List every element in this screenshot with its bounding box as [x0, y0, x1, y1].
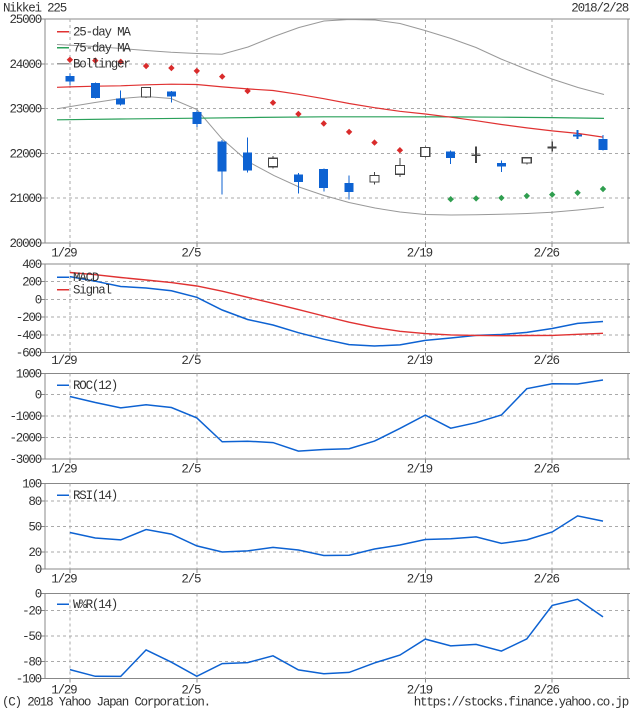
svg-text:1000: 1000	[16, 367, 42, 381]
svg-text:23000: 23000	[9, 103, 41, 117]
svg-text:2/26: 2/26	[534, 247, 560, 261]
svg-text:Bollinger: Bollinger	[73, 58, 130, 72]
svg-text:21000: 21000	[9, 192, 41, 206]
svg-text:2018/2/28: 2018/2/28	[571, 2, 628, 16]
svg-text:2/5: 2/5	[181, 683, 201, 697]
svg-text:2/19: 2/19	[407, 573, 433, 587]
svg-text:200: 200	[22, 276, 42, 290]
svg-text:1/29: 1/29	[51, 463, 77, 477]
svg-text:0: 0	[35, 587, 42, 601]
svg-text:-200: -200	[16, 311, 42, 325]
svg-text:-100: -100	[16, 672, 42, 686]
svg-text:20000: 20000	[9, 237, 41, 251]
svg-text:https://stocks.finance.yahoo.c: https://stocks.finance.yahoo.co.jp	[414, 696, 629, 710]
svg-text:2/5: 2/5	[181, 247, 201, 261]
svg-text:2/26: 2/26	[534, 463, 560, 477]
svg-text:0: 0	[35, 563, 42, 577]
svg-text:22000: 22000	[9, 147, 41, 161]
svg-text:25000: 25000	[9, 13, 41, 27]
svg-text:-2000: -2000	[9, 432, 41, 446]
svg-text:0: 0	[35, 389, 42, 403]
svg-text:25-day MA: 25-day MA	[73, 26, 131, 40]
svg-text:-600: -600	[16, 347, 42, 361]
svg-text:2/19: 2/19	[407, 354, 433, 368]
svg-text:2/5: 2/5	[181, 573, 201, 587]
svg-text:2/19: 2/19	[407, 247, 433, 261]
svg-text:2/26: 2/26	[534, 573, 560, 587]
svg-text:-50: -50	[22, 630, 42, 644]
svg-text:75-day MA: 75-day MA	[73, 42, 131, 56]
svg-text:2/5: 2/5	[181, 463, 201, 477]
svg-text:1/29: 1/29	[51, 247, 77, 261]
svg-text:-80: -80	[22, 655, 42, 669]
svg-text:-3000: -3000	[9, 453, 41, 467]
svg-text:-400: -400	[16, 329, 42, 343]
svg-text:2/19: 2/19	[407, 463, 433, 477]
svg-text:1/29: 1/29	[51, 573, 77, 587]
svg-text:-20: -20	[22, 604, 42, 618]
svg-text:20: 20	[28, 546, 41, 560]
svg-text:2/26: 2/26	[534, 354, 560, 368]
svg-text:1/29: 1/29	[51, 683, 77, 697]
svg-text:W%R(14): W%R(14)	[73, 598, 117, 612]
svg-text:RSI(14): RSI(14)	[73, 489, 117, 503]
svg-text:2/26: 2/26	[534, 683, 560, 697]
svg-text:100: 100	[22, 478, 42, 492]
svg-text:1/29: 1/29	[51, 354, 77, 368]
svg-text:24000: 24000	[9, 58, 41, 72]
svg-text:50: 50	[28, 520, 41, 534]
svg-text:-1000: -1000	[9, 410, 41, 424]
svg-text:2/19: 2/19	[407, 683, 433, 697]
svg-text:MACD: MACD	[73, 271, 99, 285]
svg-text:ROC(12): ROC(12)	[73, 379, 117, 393]
svg-text:80: 80	[28, 495, 41, 509]
svg-text:Nikkei 225: Nikkei 225	[3, 2, 67, 16]
svg-text:Signal: Signal	[73, 284, 112, 298]
svg-text:2/5: 2/5	[181, 354, 201, 368]
svg-text:0: 0	[35, 293, 42, 307]
svg-text:400: 400	[22, 258, 42, 272]
svg-text:(C) 2018 Yahoo Japan Corporati: (C) 2018 Yahoo Japan Corporation.	[2, 696, 210, 710]
